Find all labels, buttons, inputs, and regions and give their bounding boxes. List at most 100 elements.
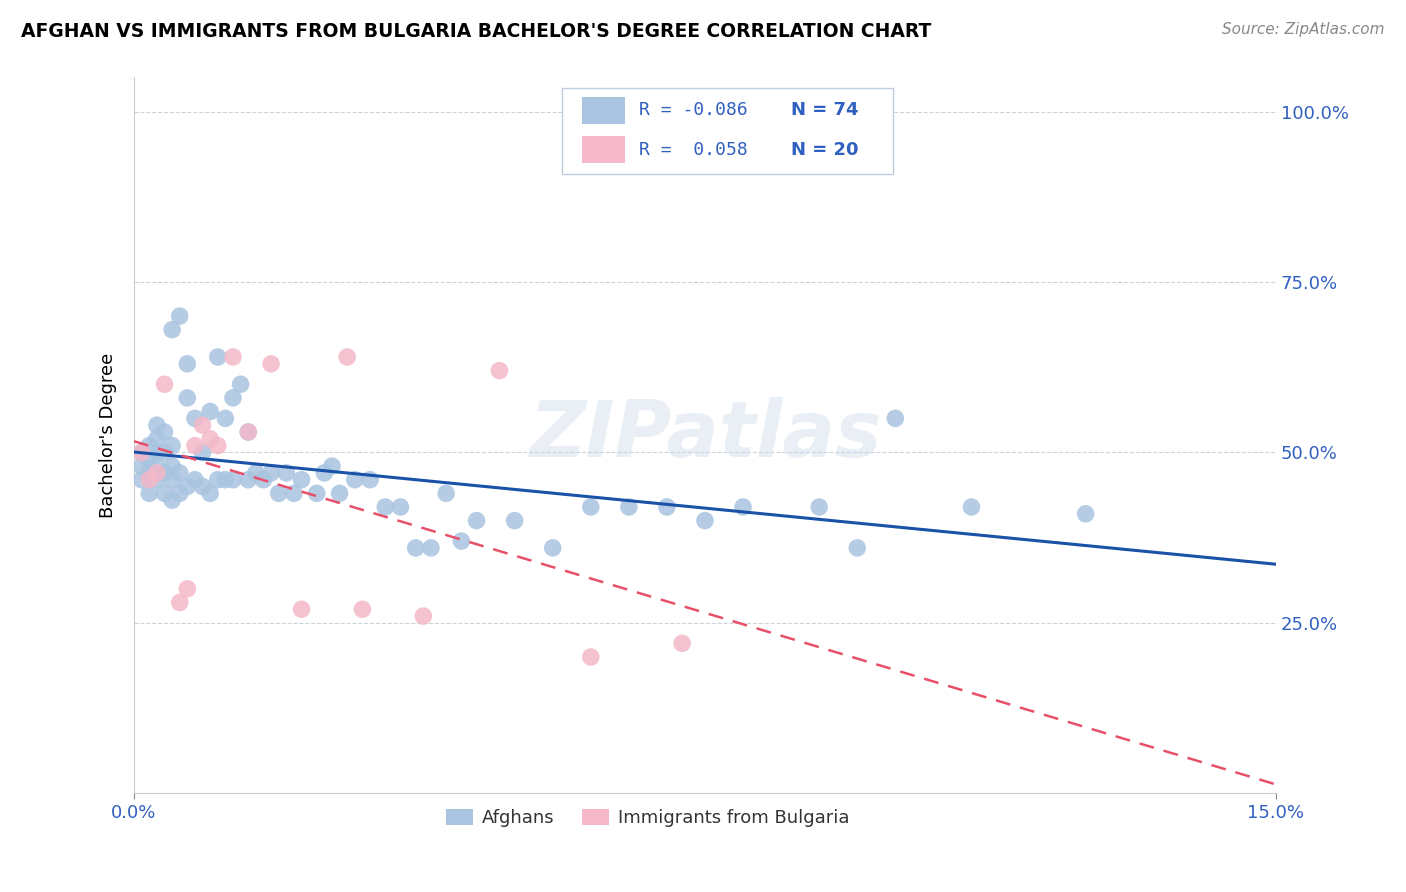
Point [131,445,153,459]
Point [131,445,153,459]
Point [222,391,245,405]
Point [222,473,245,487]
Y-axis label: Bachelor's Degree: Bachelor's Degree [100,352,117,518]
Point [198,486,221,500]
Point [131,473,153,487]
Point [146,432,169,446]
Point [329,486,352,500]
Point [238,425,260,439]
Point [176,479,198,493]
Point [160,323,183,337]
Text: AFGHAN VS IMMIGRANTS FROM BULGARIA BACHELOR'S DEGREE CORRELATION CHART: AFGHAN VS IMMIGRANTS FROM BULGARIA BACHE… [21,22,931,41]
Point [198,432,221,446]
Text: ZIPatlas: ZIPatlas [529,398,882,474]
Point [267,486,290,500]
Point [671,636,693,650]
Point [146,418,169,433]
Bar [582,96,626,124]
Point [245,466,267,480]
Point [138,486,160,500]
Point [176,357,198,371]
Point [374,500,396,514]
Point [153,466,176,480]
Point [184,411,207,425]
Text: N = 74: N = 74 [790,102,858,120]
Point [160,493,183,508]
Point [184,439,207,453]
Text: N = 20: N = 20 [790,141,858,159]
Point [160,473,183,487]
Point [191,479,214,493]
Point [146,445,169,459]
Point [488,363,510,377]
Point [131,459,153,474]
Point [252,473,274,487]
Point [290,602,312,616]
Point [412,609,434,624]
Point [238,425,260,439]
Point [191,445,214,459]
Point [184,473,207,487]
Point [207,439,229,453]
Point [541,541,564,555]
Bar [582,136,626,163]
Point [222,350,245,364]
Point [153,377,176,392]
Point [238,473,260,487]
Point [176,391,198,405]
Point [434,486,457,500]
Point [1074,507,1097,521]
Point [191,418,214,433]
Point [290,473,312,487]
Point [655,500,678,514]
Text: Source: ZipAtlas.com: Source: ZipAtlas.com [1222,22,1385,37]
Point [503,514,526,528]
Point [169,486,191,500]
Point [579,650,602,665]
Point [336,350,359,364]
Text: R =  0.058: R = 0.058 [638,141,748,159]
Point [314,466,336,480]
Point [693,514,716,528]
Point [229,377,252,392]
Point [207,350,229,364]
Point [153,445,176,459]
Text: R = -0.086: R = -0.086 [638,102,748,120]
Point [138,439,160,453]
Point [276,466,298,480]
Point [160,459,183,474]
Point [160,439,183,453]
Point [207,473,229,487]
Point [198,404,221,418]
Point [146,473,169,487]
Point [846,541,869,555]
Point [283,486,305,500]
Point [617,500,640,514]
Point [214,473,236,487]
Point [389,500,412,514]
Point [214,411,236,425]
Point [146,459,169,474]
Point [153,425,176,439]
Point [808,500,831,514]
Point [260,357,283,371]
Point [465,514,488,528]
Point [176,582,198,596]
Point [359,473,381,487]
Point [884,411,907,425]
Point [153,486,176,500]
Point [169,466,191,480]
Point [260,466,283,480]
Point [169,309,191,323]
Point [960,500,983,514]
Point [321,459,343,474]
Point [419,541,441,555]
Point [169,595,191,609]
Point [146,466,169,480]
Point [305,486,328,500]
Point [405,541,427,555]
Point [138,473,160,487]
Point [352,602,374,616]
Point [138,452,160,467]
Point [731,500,754,514]
